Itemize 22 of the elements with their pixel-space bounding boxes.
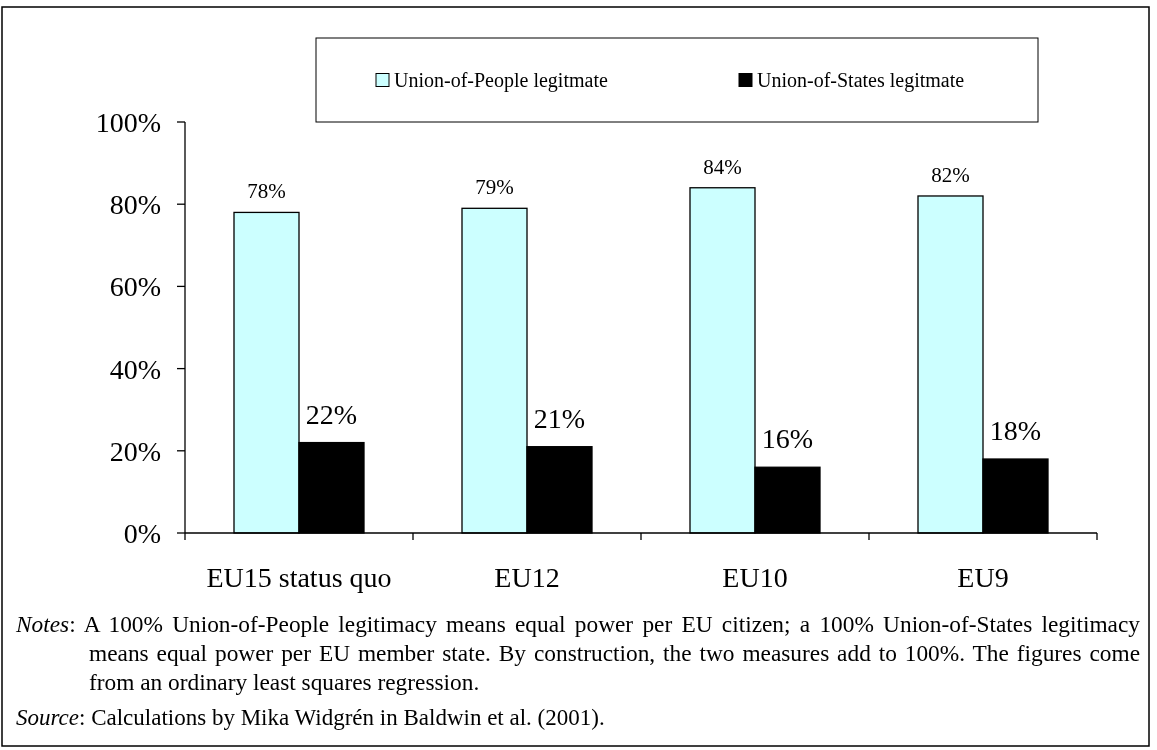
data-label: 18% xyxy=(989,415,1042,447)
x-tick-label: EU10 xyxy=(722,561,788,593)
x-tick-label: EU15 status quo xyxy=(206,561,392,593)
data-label: 16% xyxy=(761,423,814,455)
y-tick-label: 80% xyxy=(109,188,161,220)
data-label: 84% xyxy=(703,154,742,179)
data-label: 78% xyxy=(247,179,286,204)
data-label: 21% xyxy=(533,402,586,434)
y-tick-label: 40% xyxy=(109,353,161,385)
text: Notes: A 100% Union-of-People legitimacy means equal power per EU citizen; a 100% Union-of-States legitimacy means equal power per EU member state. By construction, the two measures add to 100%. The figures come from an ordinary least squares regression. xyxy=(16,611,1140,695)
legend-label: Union-of-States legitmate xyxy=(757,69,965,92)
data-label: 22% xyxy=(305,398,358,430)
data-label: 79% xyxy=(475,175,514,200)
legend-label: Union-of-People legitmate xyxy=(394,69,608,92)
source-note: Source: Calculations by Mika Widgrén in Baldwin et al. (2001). xyxy=(16,705,605,730)
data-label: 82% xyxy=(931,162,970,187)
y-tick-label: 20% xyxy=(109,435,161,467)
y-tick-label: 0% xyxy=(123,517,161,549)
x-tick-label: EU9 xyxy=(957,561,1009,593)
y-tick-label: 60% xyxy=(109,270,161,302)
x-tick-label: EU12 xyxy=(494,561,560,593)
y-tick-label: 100% xyxy=(95,106,161,138)
